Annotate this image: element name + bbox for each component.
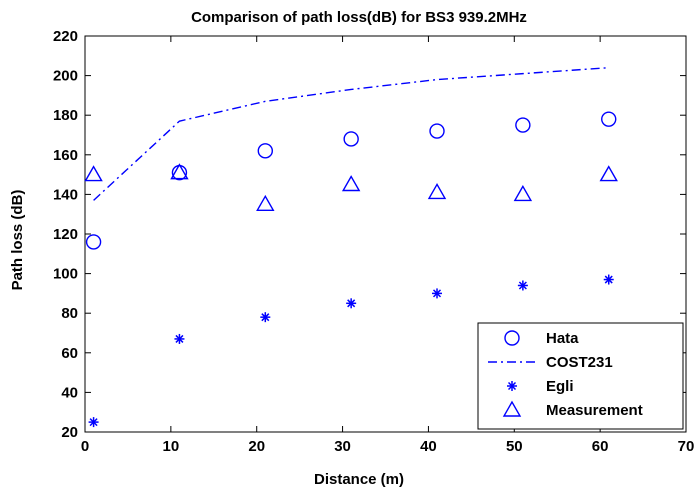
x-tick-label: 70 xyxy=(678,438,694,455)
legend-label: Hata xyxy=(546,330,579,347)
legend-entry-egli: Egli xyxy=(507,378,574,395)
y-tick-label: 120 xyxy=(53,226,78,243)
measurement-point xyxy=(84,165,103,182)
hata-point xyxy=(515,117,531,133)
series-measurement xyxy=(84,163,618,212)
measurement-point xyxy=(599,165,618,182)
y-tick-label: 100 xyxy=(53,266,78,283)
y-tick-label: 160 xyxy=(53,147,78,164)
hata-point xyxy=(429,123,445,139)
y-tick-label: 20 xyxy=(61,424,78,441)
measurement-point xyxy=(513,184,533,202)
asterisk-stroke xyxy=(518,281,527,290)
asterisk-stroke xyxy=(261,313,270,322)
x-tick-label: 30 xyxy=(334,438,351,455)
y-tick-label: 40 xyxy=(61,384,78,401)
egli-point xyxy=(517,280,528,291)
asterisk-stroke xyxy=(347,299,356,308)
series-egli xyxy=(88,274,614,428)
egli-point xyxy=(174,333,185,344)
series-hata xyxy=(85,111,617,250)
y-axis-label: Path loss (dB) xyxy=(9,190,26,291)
asterisk-stroke xyxy=(175,334,184,343)
x-tick-label: 0 xyxy=(81,438,89,455)
legend-entry-cost231: COST231 xyxy=(488,354,613,371)
y-tick-label: 200 xyxy=(53,68,78,85)
asterisk-stroke xyxy=(507,381,517,391)
chart-title: Comparison of path loss(dB) for BS3 939.… xyxy=(191,9,527,26)
legend-marker xyxy=(504,330,520,346)
hata-point xyxy=(257,143,273,159)
y-tick-label: 80 xyxy=(61,305,78,322)
x-tick-label: 50 xyxy=(506,438,523,455)
egli-point xyxy=(88,417,99,428)
measurement-point xyxy=(256,194,275,212)
legend-label: COST231 xyxy=(546,354,613,371)
y-tick-label: 180 xyxy=(53,107,78,124)
legend-marker xyxy=(507,381,517,391)
y-tick-label: 220 xyxy=(53,28,78,45)
measurement-point xyxy=(170,163,189,180)
legend-label: Measurement xyxy=(546,402,643,419)
egli-point xyxy=(603,274,614,285)
legend-entry-measurement: Measurement xyxy=(502,400,643,419)
hata-point xyxy=(85,234,102,250)
y-tick-label: 60 xyxy=(61,345,78,362)
egli-point xyxy=(260,312,271,323)
hata-point xyxy=(601,111,617,127)
x-tick-label: 10 xyxy=(163,438,180,455)
legend-box xyxy=(477,322,684,430)
measurement-point xyxy=(427,183,447,200)
x-tick-label: 40 xyxy=(420,438,437,455)
cost231-line xyxy=(93,66,609,201)
plot-series xyxy=(84,66,618,428)
asterisk-stroke xyxy=(89,418,98,427)
series-cost231 xyxy=(93,66,609,201)
asterisk-stroke xyxy=(432,289,442,298)
egli-point xyxy=(346,298,357,309)
measurement-point xyxy=(341,175,361,192)
legend-entry-hata: Hata xyxy=(504,330,579,347)
x-tick-label: 20 xyxy=(248,438,265,455)
x-tick-label: 60 xyxy=(592,438,609,455)
legend-marker xyxy=(502,400,522,417)
asterisk-stroke xyxy=(604,275,613,284)
hata-point xyxy=(343,131,359,147)
y-tick-label: 140 xyxy=(53,186,78,203)
x-axis-label: Distance (m) xyxy=(314,471,404,488)
egli-point xyxy=(432,288,443,299)
legend: Hata COST231 Egli Measurement xyxy=(477,322,684,430)
legend-label: Egli xyxy=(546,378,574,395)
